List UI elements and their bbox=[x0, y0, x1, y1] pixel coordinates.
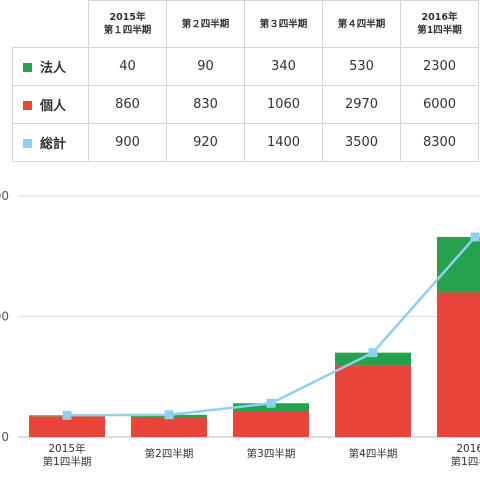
bar-segment bbox=[437, 236, 480, 293]
row-label: 総計 bbox=[40, 137, 67, 152]
table-cell: 920 bbox=[166, 123, 245, 162]
table-cell: 530 bbox=[322, 47, 401, 86]
column-header-line: 第１四半期 bbox=[103, 25, 152, 36]
table-cell: 40 bbox=[88, 47, 167, 86]
bar-segment bbox=[335, 365, 411, 437]
x-tick-label: 第1四半期 bbox=[451, 455, 480, 468]
column-header-line: 第４四半期 bbox=[337, 18, 386, 30]
legend-swatch-red bbox=[23, 101, 32, 110]
table-cell: 3500 bbox=[322, 123, 401, 162]
total-marker bbox=[62, 410, 72, 420]
column-header-line: 第３四半期 bbox=[259, 18, 308, 30]
column-header-line: 第２四半期 bbox=[181, 18, 230, 30]
y-tick-label: 0 bbox=[1, 430, 9, 444]
x-tick-label: 第3四半期 bbox=[247, 447, 296, 460]
row-header: 総計 bbox=[12, 123, 89, 162]
x-tick-label: 第2四半期 bbox=[145, 447, 194, 460]
legend-swatch-lightblue bbox=[23, 139, 32, 148]
column-header: 第２四半期 bbox=[166, 0, 245, 48]
bar-segment bbox=[131, 416, 207, 437]
table-cell: 2970 bbox=[322, 85, 401, 124]
data-table: 2015年 第１四半期 第２四半期 第３四半期 第４四半期 2016年 第1四半… bbox=[12, 0, 479, 162]
x-tick-label: 第4四半期 bbox=[349, 447, 398, 460]
total-marker bbox=[368, 348, 378, 358]
table-row: 個人 860 830 1060 2970 6000 bbox=[12, 85, 479, 124]
table-corner bbox=[12, 0, 89, 48]
total-marker bbox=[164, 410, 174, 420]
bar-segment bbox=[437, 292, 480, 437]
x-tick-label: 2016年 bbox=[456, 442, 480, 455]
column-header-line: 2016年 bbox=[421, 12, 458, 23]
table-cell: 8300 bbox=[400, 123, 479, 162]
x-tick-label: 第1四半期 bbox=[43, 455, 92, 468]
table-row: 総計 900 920 1400 3500 8300 bbox=[12, 123, 479, 162]
column-header: 第４四半期 bbox=[322, 0, 401, 48]
legend-swatch-green bbox=[23, 63, 32, 72]
table-cell: 1060 bbox=[244, 85, 323, 124]
bar-segment bbox=[233, 411, 309, 437]
column-header-line: 第1四半期 bbox=[417, 25, 462, 36]
table-cell: 2300 bbox=[400, 47, 479, 86]
column-header: 2016年 第1四半期 bbox=[400, 0, 479, 48]
row-header: 法人 bbox=[12, 47, 89, 86]
column-header-line: 2015年 bbox=[109, 12, 146, 23]
x-tick-label: 2015年 bbox=[48, 442, 85, 455]
y-tick-label: 00 bbox=[0, 310, 9, 324]
table-cell: 6000 bbox=[400, 85, 479, 124]
table-header-row: 2015年 第１四半期 第２四半期 第３四半期 第４四半期 2016年 第1四半… bbox=[12, 0, 479, 48]
total-line bbox=[66, 236, 476, 417]
total-marker bbox=[266, 398, 276, 408]
bar-segment bbox=[29, 416, 105, 437]
table-cell: 900 bbox=[88, 123, 167, 162]
total-marker bbox=[470, 232, 480, 242]
row-label: 個人 bbox=[40, 99, 67, 114]
y-tick-label: 00 bbox=[0, 189, 9, 203]
row-label: 法人 bbox=[40, 61, 67, 76]
